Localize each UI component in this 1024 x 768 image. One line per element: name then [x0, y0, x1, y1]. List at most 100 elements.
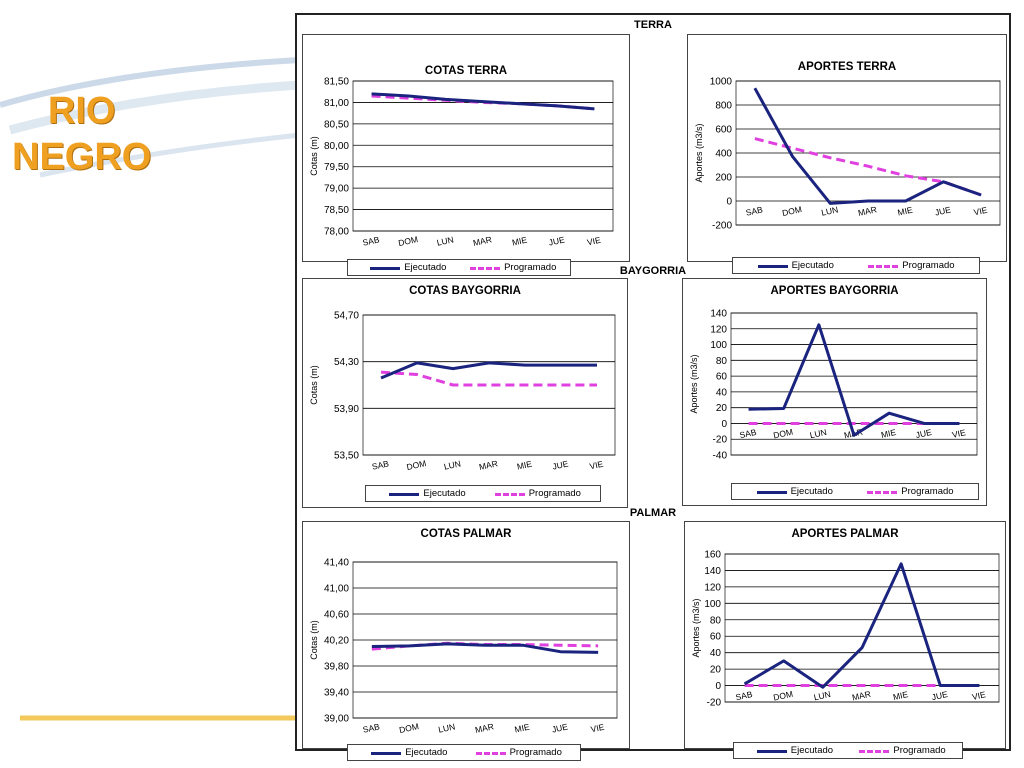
y-tick-label: 100 — [710, 340, 727, 351]
x-tick-label: DOM — [397, 234, 418, 248]
section-label-palmar: PALMAR — [629, 507, 677, 519]
x-tick-label: MIE — [880, 427, 897, 440]
y-axis-label: Aportes (m3/s) — [694, 123, 704, 182]
chart-cotas-palmar: COTAS PALMAR 39,00 39,40 39,80 40,20 40,60 41,… — [302, 521, 630, 761]
x-tick-label: VIE — [951, 427, 967, 440]
y-tick-label: -20 — [713, 435, 728, 446]
y-tick-label: 41,40 — [324, 558, 349, 569]
y-axis-label: Cotas (m) — [309, 365, 319, 405]
x-tick-label: SAB — [739, 427, 758, 440]
x-tick-label: SAB — [362, 234, 381, 247]
series-programado — [380, 370, 597, 387]
x-tick-label: LUN — [443, 458, 462, 471]
legend-label-programado: Programado — [509, 747, 562, 758]
legend-label-programado: Programado — [893, 745, 946, 756]
y-tick-label: 140 — [704, 566, 721, 577]
x-tick-label: MAR — [851, 689, 872, 703]
y-tick-label: 40 — [710, 648, 722, 659]
plot-area — [724, 553, 1000, 703]
chart-svg: 53,50 53,90 54,30 54,70 SAB DOM LUN MAR MIE JUE VI… — [309, 311, 616, 472]
x-tick-label: DOM — [781, 204, 802, 218]
legend-swatch-ejecutado — [757, 265, 788, 268]
legend-swatch-programado — [494, 493, 525, 496]
y-tick-label: 0 — [715, 681, 721, 692]
y-tick-label: 400 — [715, 149, 732, 160]
section-label-baygorria: BAYGORRIA — [619, 265, 687, 277]
plot-area — [352, 80, 614, 232]
chart-aportes-baygorria: APORTES BAYGORRIA -40 -20 0 20 40 60 80 100 120 14… — [682, 278, 987, 506]
x-tick-label: DOM — [406, 458, 427, 472]
x-tick-label: LUN — [809, 427, 828, 440]
y-tick-label: 39,00 — [324, 714, 349, 725]
y-tick-label: 60 — [710, 632, 722, 643]
y-tick-label: 0 — [721, 419, 727, 430]
x-tick-label: MIE — [897, 205, 914, 218]
y-tick-label: 79,00 — [324, 184, 349, 195]
y-axis-label: Cotas (m) — [309, 620, 319, 660]
chart-title: APORTES BAYGORRIA — [770, 285, 899, 297]
x-tick-label: JUE — [551, 458, 569, 471]
y-tick-label: -40 — [713, 451, 728, 462]
chart-title: COTAS BAYGORRIA — [409, 285, 521, 297]
chart-aportes-palmar: APORTES PALMAR -20 0 20 40 60 80 100 120 140 160 SA… — [684, 521, 1006, 759]
legend-label-programado: Programado — [504, 262, 557, 273]
x-tick-label: MIE — [516, 459, 533, 472]
y-tick-label: 80,50 — [324, 119, 349, 130]
legend-swatch-ejecutado — [389, 493, 420, 496]
series-ejecutado — [371, 642, 599, 654]
legend-swatch-programado — [867, 491, 898, 494]
x-tick-label: VIE — [973, 205, 989, 218]
x-tick-label: VIE — [586, 235, 602, 248]
slide-title: RIO NEGRO — [12, 88, 151, 180]
x-tick-label: MAR — [472, 234, 493, 248]
x-tick-label: SAB — [362, 721, 381, 734]
series-ejecutado — [743, 562, 980, 689]
decorative-swooshes — [0, 57, 300, 721]
chart-cotas-baygorria: COTAS BAYGORRIA 53,50 53,90 54,30 54,70 SAB DO… — [302, 278, 628, 508]
y-tick-label: 54,70 — [334, 311, 359, 322]
y-tick-label: 140 — [710, 309, 727, 320]
x-tick-label: DOM — [772, 427, 793, 441]
x-tick-label: MAR — [474, 721, 495, 735]
chart-svg: 78,00 78,50 79,00 79,50 80,00 80,50 81,00 81,50… — [309, 77, 614, 248]
chart-legend: Ejecutado Programado — [733, 742, 963, 759]
chart-legend: Ejecutado Programado — [365, 485, 601, 502]
x-tick-label: VIE — [971, 689, 987, 702]
y-tick-label: 200 — [715, 173, 732, 184]
x-tick-label: VIE — [589, 459, 605, 472]
x-tick-label: SAB — [371, 458, 390, 471]
legend-label-ejecutado: Ejecutado — [423, 488, 466, 499]
chart-legend: Ejecutado Programado — [732, 257, 980, 274]
x-tick-label: DOM — [772, 689, 793, 703]
y-axis-label: Aportes (m3/s) — [691, 598, 701, 657]
y-tick-label: 20 — [716, 403, 728, 414]
y-tick-label: 80,00 — [324, 141, 349, 152]
x-tick-label: MIE — [514, 722, 531, 735]
chart-cotas-terra: COTAS TERRA 78,00 78,50 79,00 79,50 80,00 80,5… — [302, 34, 630, 276]
y-tick-label: 81,50 — [324, 77, 349, 88]
y-tick-label: 120 — [710, 324, 727, 335]
x-tick-label: LUN — [813, 689, 832, 702]
chart-svg: -20 0 20 40 60 80 100 120 140 160 SAB DOM LUN MAR MIE J… — [691, 550, 1000, 709]
y-tick-label: 1000 — [710, 77, 733, 88]
legend-label-programado: Programado — [528, 488, 581, 499]
x-tick-label: MAR — [857, 204, 878, 218]
y-tick-label: 79,50 — [324, 162, 349, 173]
legend-label-ejecutado: Ejecutado — [404, 262, 447, 273]
y-tick-label: 78,50 — [324, 205, 349, 216]
legend-label-ejecutado: Ejecutado — [790, 486, 833, 497]
y-tick-label: 53,50 — [334, 451, 359, 462]
x-tick-label: LUN — [820, 204, 839, 217]
x-tick-label: MAR — [478, 458, 499, 472]
x-tick-label: LUN — [436, 234, 455, 247]
legend-swatch-programado — [868, 265, 899, 268]
series-ejecutado — [748, 323, 960, 437]
series-programado — [754, 137, 982, 197]
legend-swatch-programado — [859, 750, 890, 753]
x-tick-label: SAB — [745, 204, 764, 217]
y-tick-label: 60 — [716, 372, 728, 383]
series-ejecutado — [380, 361, 597, 380]
x-tick-label: MIE — [892, 689, 909, 702]
plot-area — [362, 314, 616, 456]
